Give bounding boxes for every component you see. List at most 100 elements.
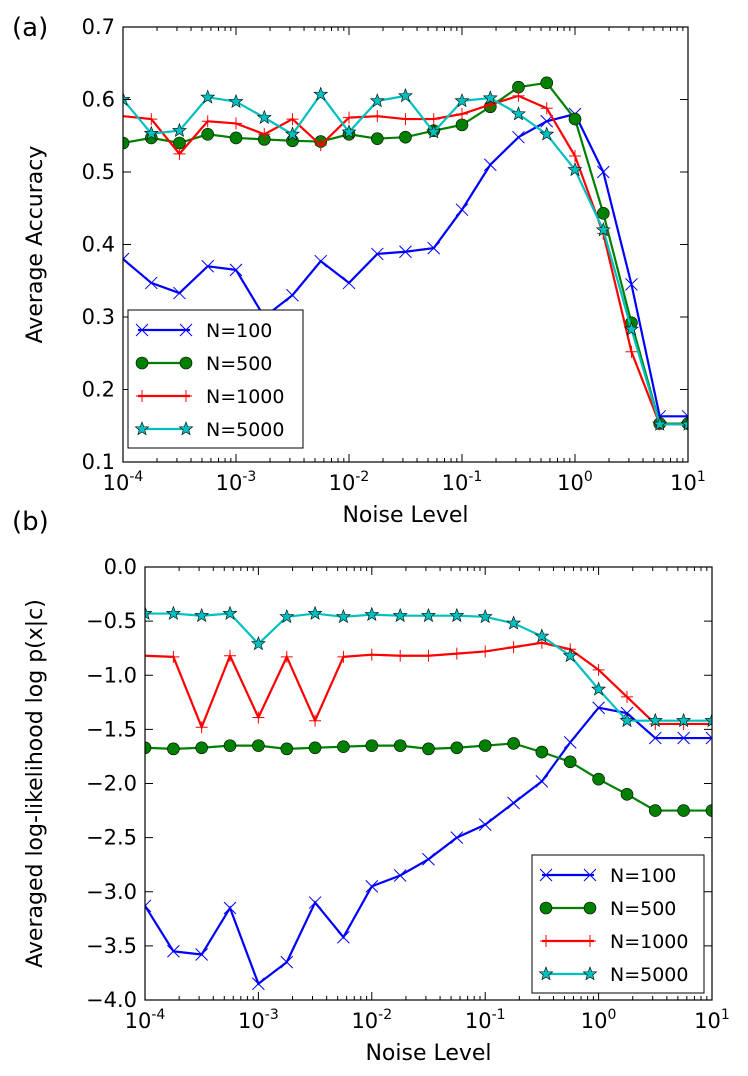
data-point [223, 739, 237, 752]
x-tick-exponent: 1 [721, 1007, 730, 1023]
data-point [308, 896, 322, 909]
data-point [313, 86, 329, 101]
data-point [705, 804, 712, 817]
legend: N=100 N=500 N=1000 N=5000 [531, 854, 705, 994]
data-point [371, 110, 384, 123]
x-axis: 10-4 10-3 10-2 10-1 100 101 [103, 27, 706, 495]
data-point [478, 739, 492, 752]
data-point [195, 721, 208, 734]
data-point [397, 88, 413, 103]
legend-marker [540, 935, 552, 947]
data-point [591, 681, 607, 696]
x-tick-label: 10-1 [465, 1007, 506, 1033]
legend-label: N=100 [206, 320, 272, 342]
data-point [307, 605, 323, 620]
data-point [284, 126, 300, 141]
data-point [280, 650, 293, 663]
data-point [569, 150, 581, 163]
data-point [705, 731, 712, 745]
legend-marker [582, 966, 598, 981]
y-tick-label: −2.5 [86, 826, 137, 850]
data-point [393, 739, 407, 752]
data-point [422, 649, 435, 662]
data-point [620, 690, 633, 703]
x-axis: 10-4 10-3 10-2 10-1 100 101 [125, 567, 730, 1033]
data-point [455, 203, 469, 217]
legend: N=100 N=500 N=1000 N=5000 [127, 309, 304, 449]
data-point [510, 106, 526, 121]
y-tick-label: −3.5 [86, 934, 137, 958]
data-point [279, 608, 295, 624]
data-point [145, 649, 151, 662]
legend-marker [539, 901, 553, 915]
y-tick-label: 0.2 [82, 378, 115, 402]
data-point [592, 663, 605, 676]
x-tick-base: 10 [103, 471, 130, 495]
data-point [482, 90, 498, 105]
data-point [647, 712, 663, 728]
data-point [422, 852, 435, 866]
data-point [507, 641, 520, 654]
data-point [648, 804, 662, 817]
x-tick-exponent: -3 [265, 1007, 279, 1023]
data-point [123, 110, 129, 123]
data-point [625, 345, 638, 358]
x-tick-exponent: -4 [129, 469, 143, 485]
x-tick-exponent: -2 [378, 1007, 392, 1023]
data-point [450, 741, 464, 755]
x-tick-label: 10-3 [238, 1007, 279, 1033]
x-tick-exponent: 0 [608, 1007, 617, 1023]
data-point [341, 124, 357, 139]
data-point [314, 254, 328, 268]
data-point [222, 605, 238, 620]
data-point [337, 740, 350, 753]
data-point [449, 607, 465, 623]
panel-label: (a) [12, 13, 48, 43]
x-tick-label: 10-2 [351, 1007, 392, 1033]
data-point [223, 901, 237, 915]
series-n-500 [145, 737, 712, 817]
data-point [229, 263, 243, 277]
data-point [592, 701, 605, 715]
data-point [427, 241, 441, 255]
legend-marker [539, 868, 553, 882]
data-point [422, 742, 435, 756]
data-point [145, 741, 152, 755]
legend-entry: N=500 [135, 353, 272, 375]
data-point [144, 276, 158, 290]
series-n-5000 [123, 86, 688, 431]
x-tick-label: 100 [581, 1007, 617, 1033]
data-point [167, 650, 180, 663]
legend-marker [135, 323, 149, 337]
data-point [145, 605, 153, 620]
data-point [540, 114, 554, 128]
legend-marker [583, 901, 597, 915]
data-point [173, 286, 186, 300]
y-tick-label: −1.0 [86, 663, 137, 687]
y-tick-label: 0.1 [82, 450, 115, 474]
x-tick-label: 10-4 [103, 469, 144, 495]
plot-area [145, 605, 712, 991]
x-tick-exponent: 0 [584, 469, 593, 485]
data-point [704, 712, 712, 728]
data-point [399, 113, 412, 126]
x-tick-base: 10 [351, 1009, 378, 1033]
data-point [426, 124, 442, 139]
data-point [343, 111, 355, 124]
data-point [370, 247, 384, 261]
data-point [568, 112, 582, 126]
data-point [308, 741, 322, 755]
data-point [335, 608, 351, 624]
data-point [228, 93, 244, 109]
x-tick-label: 10-1 [442, 469, 483, 495]
legend-label: N=500 [610, 898, 676, 920]
data-point [145, 899, 152, 913]
data-point [230, 117, 242, 130]
series-n-5000 [145, 605, 712, 728]
data-point [337, 930, 350, 944]
data-point [171, 122, 187, 138]
y-tick-label: 0.6 [82, 88, 115, 112]
y-tick-label: −2.0 [86, 772, 137, 796]
x-tick-base: 10 [670, 471, 697, 495]
data-point [256, 109, 272, 124]
